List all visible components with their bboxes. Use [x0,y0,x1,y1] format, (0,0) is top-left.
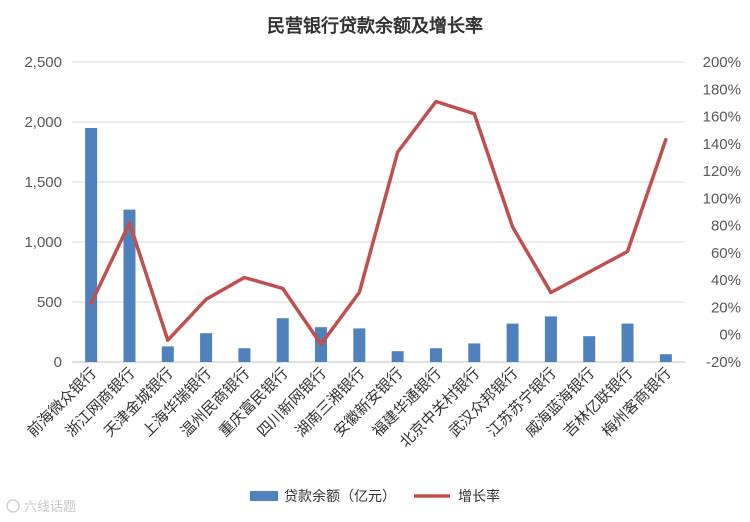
right-axis-tick-label: 20% [711,299,741,316]
right-axis-tick-label: 140% [703,136,741,153]
legend-label-line: 增长率 [458,488,500,505]
left-axis-tick-label: 0 [54,354,62,371]
left-axis-tick-label: 2,000 [24,114,62,131]
bar [659,354,672,362]
right-axis-ticks: -20% 0% 20% 40% 60% 80% 100% 120% 140% 160% 180% 20… [703,54,741,371]
right-axis-tick-label: 180% [703,81,741,98]
right-axis-tick-label: 60% [711,245,741,262]
bar [85,128,98,362]
bar [391,351,404,362]
left-axis-tick-label: 500 [37,294,62,311]
line-series [89,99,668,347]
bar [238,348,251,362]
left-axis-tick-label: 1,500 [24,174,62,191]
right-axis-tick-label: 80% [711,218,741,235]
bar [468,343,481,362]
bar [123,209,136,362]
right-axis-tick-label: 160% [703,109,741,126]
growth-rate-line [89,99,668,347]
watermark: 六线话题 [6,499,76,515]
right-axis-tick-label: 0% [719,327,741,344]
bar [583,336,596,362]
watermark-logo-icon [6,499,20,513]
bar [621,323,634,362]
chart-title: 民营银行贷款余额及增长率 [267,15,483,37]
bar [353,328,366,362]
bar [276,318,289,362]
watermark-text: 六线话题 [24,500,76,515]
gridlines [72,61,685,363]
right-axis-tick-label: 200% [703,54,741,71]
right-axis-tick-label: 40% [711,272,741,289]
bar [161,346,174,362]
bar [429,348,442,362]
legend-label-bar: 贷款余额（亿元） [284,488,396,505]
right-axis-tick-label: 100% [703,190,741,207]
right-axis-tick-label: 120% [703,163,741,180]
bar [506,323,519,362]
bar [200,333,213,362]
bar-series [85,128,672,362]
right-axis-tick-label: -20% [706,354,741,371]
left-axis-tick-label: 2,500 [24,54,62,71]
category-labels: 前海微众银行浙江网商银行天津金城银行上海华瑞银行温州民商银行重庆富民银行四川新网… [24,364,675,451]
legend-swatch-bar [250,491,278,501]
left-axis-tick-label: 1,000 [24,234,62,251]
bar [544,316,557,362]
left-axis-ticks: 0 500 1,000 1,500 2,000 2,500 [24,54,62,371]
legend: 贷款余额（亿元） 增长率 [250,488,500,505]
